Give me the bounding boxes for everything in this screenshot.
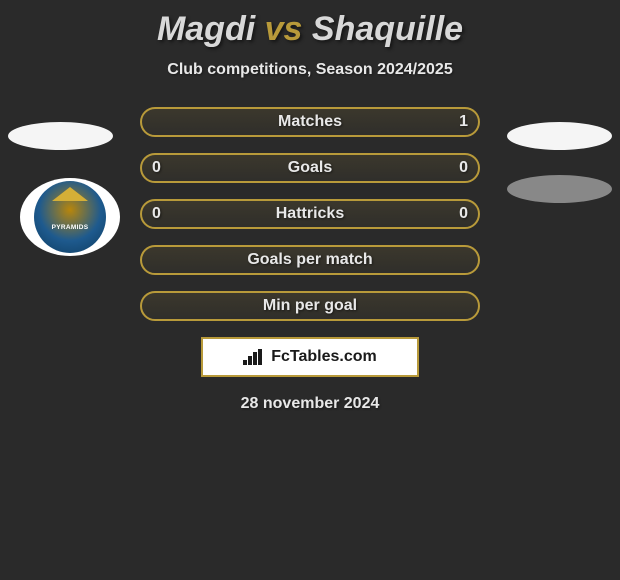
stat-left-value: 0 xyxy=(152,159,161,177)
brand-box: FcTables.com xyxy=(201,337,419,377)
brand-text: FcTables.com xyxy=(271,348,377,366)
stats-container: Matches 1 0 Goals 0 0 Hattricks 0 Goals … xyxy=(140,107,480,321)
player2-name: Shaquille xyxy=(312,10,463,48)
vs-text: vs xyxy=(265,10,303,48)
stat-right-value: 1 xyxy=(459,113,468,131)
stat-row-min-per-goal: Min per goal xyxy=(140,291,480,321)
stat-label: Matches xyxy=(278,113,342,131)
player1-club-logo: PYRAMIDS xyxy=(20,178,120,256)
club-logo-label: PYRAMIDS xyxy=(52,224,89,231)
stat-label: Hattricks xyxy=(276,205,344,223)
stat-right-value: 0 xyxy=(459,159,468,177)
page-title: Magdi vs Shaquille xyxy=(0,0,620,49)
footer-date: 28 november 2024 xyxy=(0,395,620,413)
stat-label: Goals xyxy=(288,159,332,177)
stat-label: Min per goal xyxy=(263,297,357,315)
player1-name: Magdi xyxy=(157,10,255,48)
player2-club-oval xyxy=(507,175,612,203)
stat-row-matches: Matches 1 xyxy=(140,107,480,137)
stat-row-hattricks: 0 Hattricks 0 xyxy=(140,199,480,229)
stat-row-goals: 0 Goals 0 xyxy=(140,153,480,183)
player2-badge-oval xyxy=(507,122,612,150)
stat-row-goals-per-match: Goals per match xyxy=(140,245,480,275)
stat-label: Goals per match xyxy=(247,251,372,269)
bar-chart-icon xyxy=(243,349,265,365)
subtitle: Club competitions, Season 2024/2025 xyxy=(0,61,620,79)
pyramids-logo-icon: PYRAMIDS xyxy=(34,181,106,253)
stat-left-value: 0 xyxy=(152,205,161,223)
stat-right-value: 0 xyxy=(459,205,468,223)
player1-badge-oval xyxy=(8,122,113,150)
